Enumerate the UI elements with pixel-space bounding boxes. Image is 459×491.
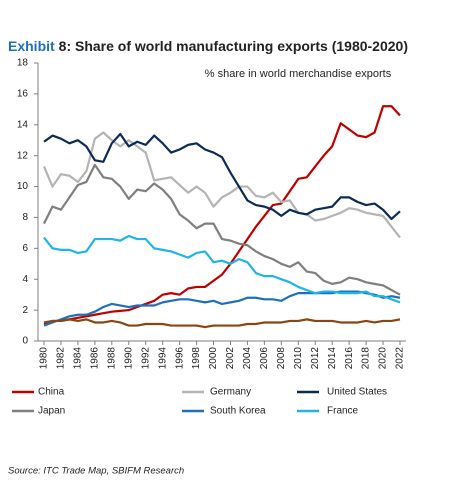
x-tick-label: 1980 — [39, 347, 50, 370]
series-line — [43, 132, 401, 221]
series-line — [42, 131, 401, 239]
title-text: 8: Share of world manufacturing exports … — [59, 38, 408, 54]
legend-label: Germany — [210, 387, 251, 398]
series-line — [43, 290, 401, 327]
y-tick-label: 8 — [22, 212, 28, 223]
y-tick-label: 0 — [22, 336, 28, 347]
x-tick-label: 2014 — [327, 347, 338, 370]
y-tick-label: 14 — [17, 119, 29, 130]
series-line — [43, 318, 401, 329]
legend-label: South Korea — [210, 406, 266, 417]
series-line — [43, 105, 401, 326]
x-tick-label: 1994 — [157, 347, 168, 370]
y-tick-label: 4 — [22, 274, 28, 285]
x-tick-label: 1998 — [191, 347, 202, 370]
annotation: % share in world merchandise exports — [205, 68, 392, 80]
series-line — [43, 163, 401, 296]
y-tick-label: 10 — [17, 181, 29, 192]
y-tick-label: 12 — [17, 150, 29, 161]
x-tick-label: 1982 — [56, 347, 67, 370]
legend-label: China — [38, 387, 65, 398]
y-tick-label: 6 — [22, 243, 28, 254]
y-tick-label: 18 — [17, 58, 29, 69]
x-tick-label: 2016 — [344, 347, 355, 370]
y-tick-label: 16 — [17, 89, 29, 100]
x-tick-label: 2000 — [208, 347, 219, 370]
y-tick-label: 2 — [22, 305, 28, 316]
x-tick-label: 1984 — [73, 347, 84, 370]
legend-label: United States — [327, 387, 387, 398]
x-tick-label: 2012 — [310, 347, 321, 370]
title-prefix: Exhibit — [8, 38, 55, 54]
x-tick-label: 2004 — [242, 347, 253, 370]
x-tick-label: 2018 — [361, 347, 372, 370]
x-tick-label: 2008 — [276, 347, 287, 370]
x-tick-label: 2022 — [395, 347, 406, 370]
x-tick-label: 2010 — [293, 347, 304, 370]
x-tick-label: 2020 — [378, 347, 389, 370]
legend-label: France — [327, 406, 359, 417]
x-tick-label: 1990 — [123, 347, 134, 370]
x-tick-label: 2006 — [259, 347, 270, 370]
chart-title: Exhibit 8: Share of world manufacturing e… — [8, 38, 408, 54]
source: Source: ITC Trade Map, SBIFM Research — [8, 466, 184, 477]
x-tick-label: 1986 — [89, 347, 100, 370]
series-line — [43, 234, 401, 304]
legend-label: Japan — [38, 406, 65, 417]
x-tick-label: 1988 — [106, 347, 117, 370]
x-tick-label: 2002 — [225, 347, 236, 370]
x-tick-label: 1992 — [140, 347, 151, 370]
x-tick-label: 1996 — [174, 347, 185, 370]
